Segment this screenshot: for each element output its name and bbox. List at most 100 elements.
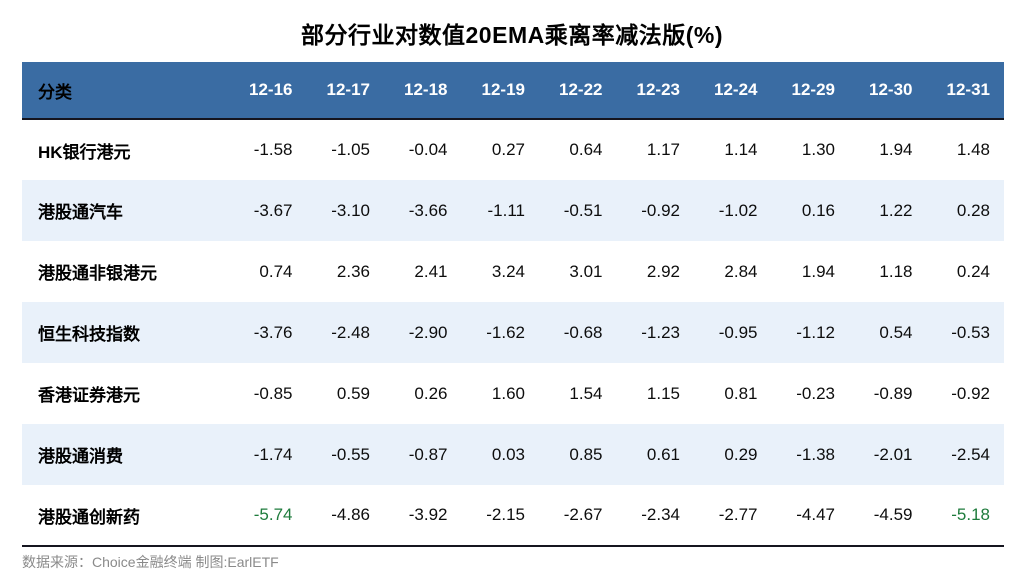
value-cell: -5.18 — [926, 485, 1004, 547]
table-body: HK银行港元 -1.58 -1.05 -0.04 0.27 0.64 1.17 1.14 1.3… — [22, 119, 1004, 547]
value-cell: 0.03 — [491, 444, 525, 464]
value-cell: 1.15 — [646, 383, 680, 403]
table-row: 香港证券港元 -0.85 0.59 0.26 1.60 1.54 1.15 0.81 -0.23… — [22, 363, 1004, 424]
value-cell: 0.26 — [414, 383, 448, 403]
value-cell: -0.51 — [563, 200, 603, 220]
row-label: HK银行港元 — [38, 142, 131, 162]
value-cell: 0.24 — [956, 261, 990, 281]
header-cell-date-12-31: 12-31 — [926, 62, 1004, 120]
value-cell: -1.05 — [331, 140, 370, 159]
page-title: 部分行业对数值20EMA乘离率减法版(%) — [301, 22, 723, 48]
value-cell: -2.48 — [331, 322, 370, 342]
value-cell: -0.04 — [408, 140, 448, 159]
header-cell-date-12-19: 12-19 — [461, 62, 539, 120]
value-cell: -1.23 — [641, 322, 680, 342]
header-cell-date-12-23: 12-23 — [616, 62, 694, 120]
value-cell: 1.48 — [956, 140, 990, 159]
value-cell: -2.77 — [694, 485, 772, 547]
value-cell: -0.23 — [796, 383, 835, 403]
value-cell: -0.92 — [951, 383, 990, 403]
value-cell: 0.61 — [646, 444, 680, 464]
value-cell: 0.29 — [724, 444, 758, 464]
table-header: 分类 12-16 12-17 12-18 12-19 12-22 12-23 12-24 12… — [22, 62, 1004, 120]
table-row: HK银行港元 -1.58 -1.05 -0.04 0.27 0.64 1.17 1.14 1.3… — [22, 119, 1004, 180]
value-cell: -4.86 — [306, 485, 384, 547]
header-cell-date-12-16: 12-16 — [229, 62, 307, 120]
value-cell: 1.54 — [569, 383, 603, 403]
value-cell: -2.90 — [408, 322, 448, 342]
value-cell: 2.36 — [336, 261, 370, 281]
value-cell: -3.76 — [253, 322, 293, 342]
value-cell: 1.60 — [491, 383, 525, 403]
data-source-caption: 数据来源：Choice金融终端 制图:EarlETF — [22, 554, 279, 570]
row-label: 港股通汽车 — [38, 203, 123, 222]
value-cell: -5.74 — [229, 485, 307, 547]
value-cell: 2.84 — [724, 261, 758, 281]
value-cell: -2.34 — [616, 485, 694, 547]
value-cell: -0.68 — [563, 322, 603, 342]
value-cell: 0.74 — [259, 261, 293, 281]
value-cell: -0.92 — [641, 200, 680, 220]
table-row: 港股通消费 -1.74 -0.55 -0.87 0.03 0.85 0.61 0.29 -1.3… — [22, 424, 1004, 485]
header-cell-date-12-18: 12-18 — [384, 62, 462, 120]
value-cell: 1.17 — [646, 140, 680, 159]
header-cell-date-12-17: 12-17 — [306, 62, 384, 120]
value-cell: 3.24 — [491, 261, 525, 281]
value-cell: 1.94 — [801, 261, 835, 281]
value-cell: -0.89 — [873, 383, 913, 403]
value-cell: 1.94 — [879, 140, 913, 159]
value-cell: 1.30 — [801, 140, 835, 159]
value-cell: -0.95 — [718, 322, 758, 342]
value-cell: 0.16 — [801, 200, 835, 220]
value-cell: -2.54 — [951, 444, 990, 464]
value-cell: -0.85 — [253, 383, 293, 403]
header-row: 分类 12-16 12-17 12-18 12-19 12-22 12-23 12-24 12… — [22, 62, 1004, 120]
value-cell: -1.62 — [486, 322, 525, 342]
table-row: 港股通非银港元 0.74 2.36 2.41 3.24 3.01 2.92 2.84 1.94 1… — [22, 241, 1004, 302]
value-cell: 0.54 — [879, 322, 913, 342]
value-cell: -3.66 — [408, 200, 448, 220]
row-label: 港股通非银港元 — [38, 264, 157, 283]
value-cell: -0.53 — [951, 322, 990, 342]
value-cell: -1.74 — [253, 444, 293, 464]
row-label: 香港证券港元 — [38, 386, 140, 405]
value-cell: -2.67 — [539, 485, 617, 547]
bias-rate-table: 分类 12-16 12-17 12-18 12-19 12-22 12-23 12-24 12… — [22, 62, 1004, 547]
row-label: 港股通创新药 — [22, 485, 229, 547]
value-cell: -3.67 — [253, 200, 293, 220]
row-label: 港股通消费 — [38, 447, 123, 466]
value-cell: -1.11 — [487, 200, 526, 220]
value-cell: 0.81 — [724, 383, 758, 403]
value-cell: 2.92 — [646, 261, 680, 281]
header-cell-date-12-30: 12-30 — [849, 62, 927, 120]
value-cell: 3.01 — [569, 261, 603, 281]
value-cell: -3.92 — [384, 485, 462, 547]
value-cell: -0.55 — [331, 444, 370, 464]
value-cell: -4.47 — [771, 485, 849, 547]
value-cell: -2.01 — [873, 444, 913, 464]
header-cell-date-12-24: 12-24 — [694, 62, 772, 120]
value-cell: -1.02 — [718, 200, 758, 220]
value-cell: -1.38 — [796, 444, 835, 464]
table-row: 港股通创新药 -5.74 -4.86 -3.92 -2.15 -2.67 -2.34 -2.7… — [22, 485, 1004, 547]
value-cell: 1.22 — [879, 200, 913, 220]
header-cell-category: 分类 — [22, 62, 229, 120]
table-row: 港股通汽车 -3.67 -3.10 -3.66 -1.11 -0.51 -0.92 -1.02… — [22, 180, 1004, 241]
value-cell: 2.41 — [414, 261, 448, 281]
header-cell-date-12-29: 12-29 — [771, 62, 849, 120]
value-cell: -2.15 — [461, 485, 539, 547]
value-cell: -4.59 — [849, 485, 927, 547]
row-label: 恒生科技指数 — [38, 325, 140, 344]
value-cell: 0.64 — [569, 140, 603, 159]
value-cell: 0.59 — [336, 383, 370, 403]
value-cell: 0.27 — [491, 140, 525, 159]
table-row: 恒生科技指数 -3.76 -2.48 -2.90 -1.62 -0.68 -1.23 -0.9… — [22, 302, 1004, 363]
header-cell-date-12-22: 12-22 — [539, 62, 617, 120]
value-cell: 1.18 — [879, 261, 913, 281]
value-cell: -3.10 — [331, 200, 370, 220]
value-cell: 0.28 — [956, 200, 990, 220]
value-cell: -1.58 — [253, 140, 293, 159]
value-cell: -1.12 — [796, 322, 835, 342]
value-cell: -0.87 — [408, 444, 448, 464]
